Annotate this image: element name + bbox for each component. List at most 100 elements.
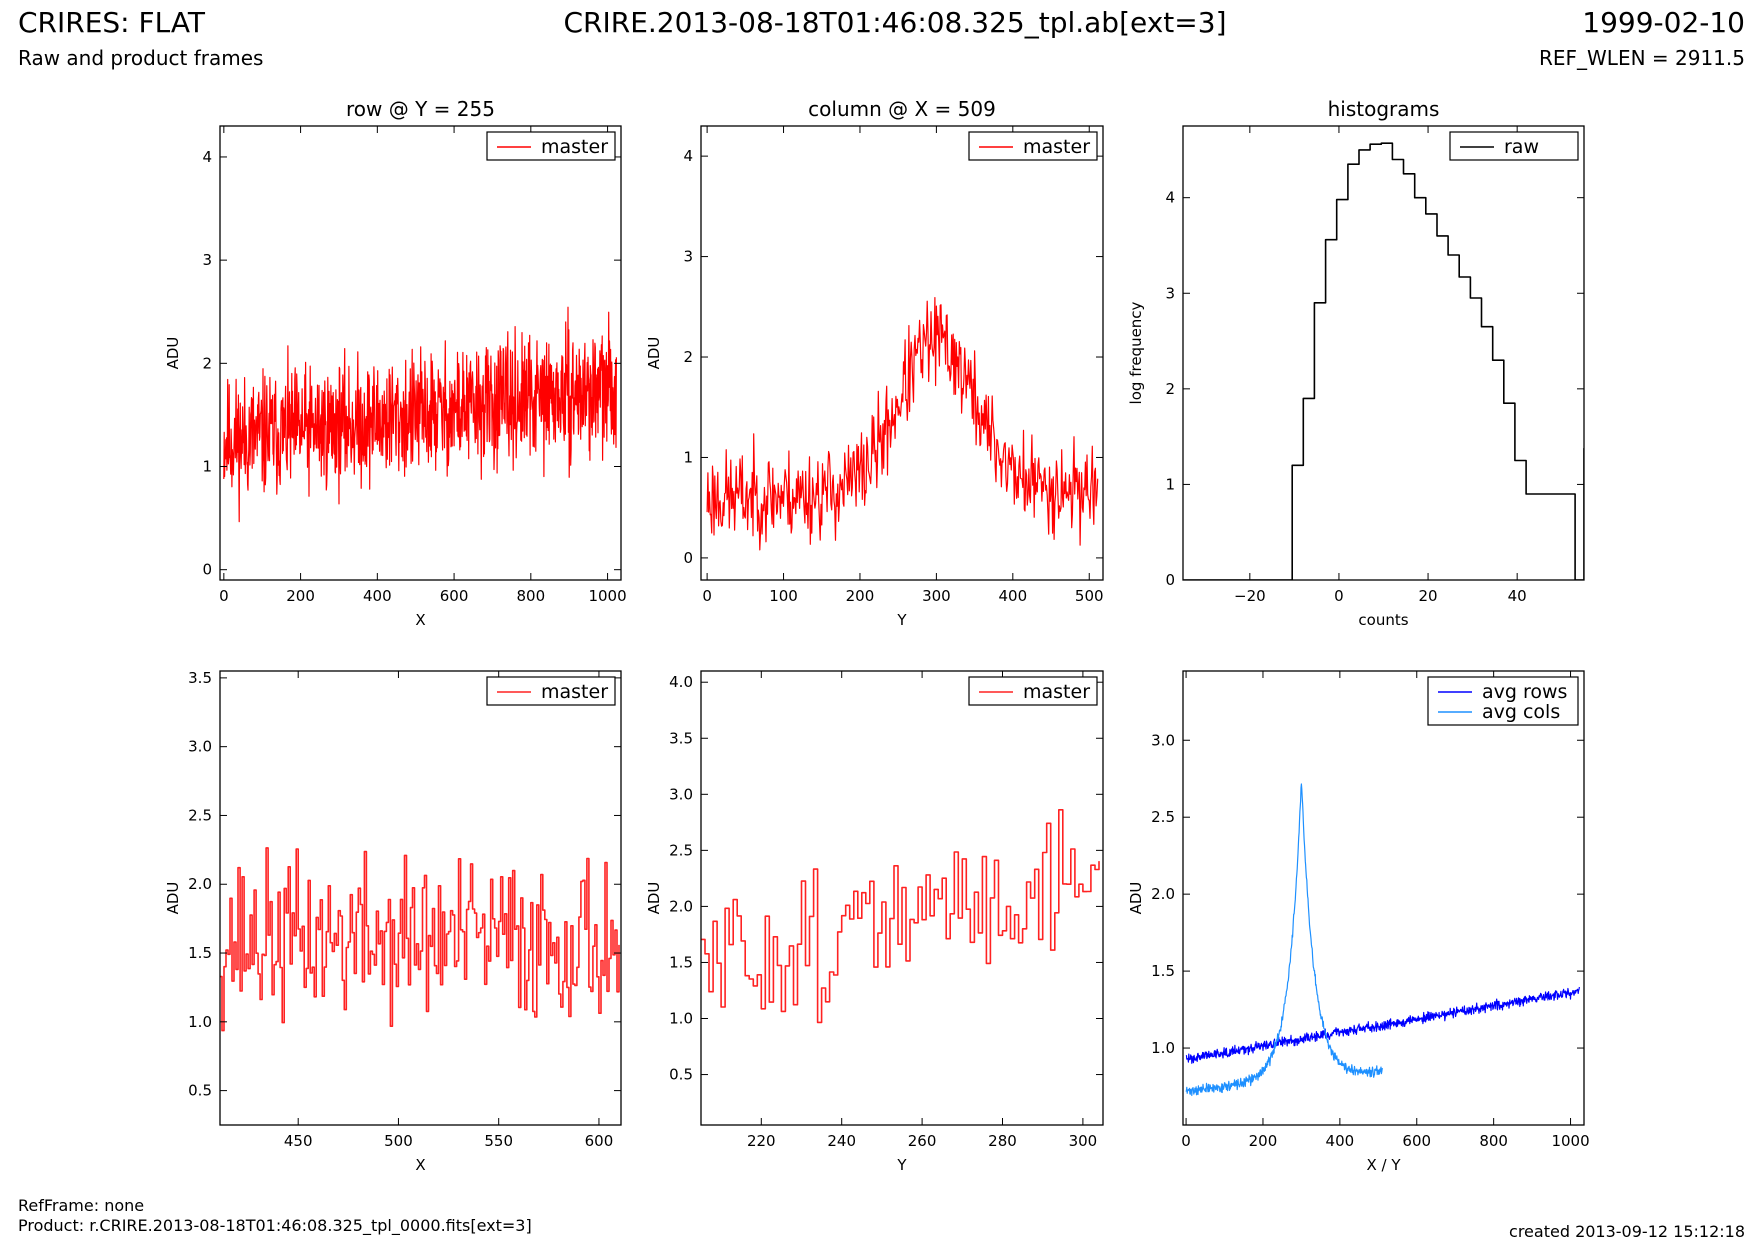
x-tick-label: 500: [384, 1132, 413, 1150]
legend-entry: master: [541, 681, 608, 703]
y-axis-label: log frequency: [1127, 301, 1145, 404]
legend-box: [1449, 131, 1579, 161]
x-axis-label: Y: [896, 611, 907, 629]
x-tick-label: −20: [1234, 587, 1266, 605]
chart-title: row @ Y = 255: [346, 97, 495, 121]
y-tick-label: 1: [1165, 475, 1175, 493]
x-tick-label: 400: [998, 587, 1027, 605]
chart-title: histograms: [1328, 97, 1440, 121]
x-tick-label: 300: [922, 587, 951, 605]
y-tick-label: 2.0: [1151, 885, 1175, 903]
x-tick-label: 500: [1075, 587, 1104, 605]
legend-box: [486, 131, 616, 161]
x-tick-label: 800: [1479, 1132, 1508, 1150]
legend: master: [486, 131, 616, 161]
y-tick-label: 2: [1165, 380, 1175, 398]
panel-avgs: 0 200 400 600 800 1000 1.0 1.5 2.0 2.5 3.0 X / Y ADU…: [1127, 670, 1590, 1174]
y-axis-label: ADU: [164, 882, 182, 915]
axes-frame: [219, 125, 622, 581]
legend-entry: avg rows: [1482, 681, 1567, 703]
panel-col_zoom: 220 240 260 280 300 0.5 1.0 1.5 2.0 2.5 3.0 3.5 4.0 Y…: [645, 670, 1104, 1174]
x-tick-label: 100: [769, 587, 798, 605]
panel-col_full: 0 100 200 300 400 500 0 1 2 3 4 column @ X = 509 Y AD…: [645, 97, 1104, 629]
y-tick-label: 4: [1165, 189, 1175, 207]
page-title: CRIRES: FLAT: [18, 6, 205, 39]
x-tick-label: 20: [1419, 587, 1438, 605]
plot-area: [701, 809, 1100, 1024]
legend-box: [968, 676, 1098, 706]
axes-frame: [700, 125, 1104, 581]
series-line-avg-rows: [1185, 986, 1580, 1064]
x-tick-label: 0: [1334, 587, 1344, 605]
panel-hist: −20 0 20 40 0 1 2 3 4 histograms counts log frequen…: [1127, 97, 1585, 629]
x-tick-label: 1000: [588, 587, 626, 605]
y-tick-label: 2.5: [1151, 808, 1175, 826]
y-tick-label: 0: [683, 549, 693, 567]
legend-box: [486, 676, 616, 706]
y-tick-label: 1.0: [669, 1010, 693, 1028]
series-line-master: [706, 297, 1099, 551]
y-tick-label: 3.5: [669, 729, 693, 747]
y-tick-label: 3.5: [188, 669, 212, 687]
x-tick-label: 600: [1402, 1132, 1431, 1150]
y-axis-label: ADU: [645, 337, 663, 370]
plot-area: [223, 306, 617, 523]
x-tick-label: 200: [1249, 1132, 1278, 1150]
x-tick-label: 800: [517, 587, 546, 605]
y-tick-label: 2.5: [669, 841, 693, 859]
chart-title: column @ X = 509: [808, 97, 996, 121]
y-tick-label: 0: [202, 561, 212, 579]
y-tick-label: 2: [202, 354, 212, 372]
axes-frame: [219, 670, 622, 1126]
axes-frame: [700, 670, 1104, 1126]
y-tick-label: 0.5: [188, 1082, 212, 1100]
legend: raw: [1449, 131, 1579, 161]
plot-area: [220, 847, 620, 1032]
legend-entry: master: [1023, 136, 1090, 158]
axes-frame: [1182, 670, 1585, 1126]
file-name: CRIRE.2013-08-18T01:46:08.325_tpl.ab[ext…: [563, 6, 1227, 39]
y-tick-label: 1.5: [188, 944, 212, 962]
plot-area: [1183, 142, 1584, 580]
series-line-avg-cols: [1185, 783, 1384, 1097]
series-line-master: [701, 809, 1100, 1024]
x-tick-label: 1000: [1551, 1132, 1589, 1150]
y-tick-label: 4.0: [669, 673, 693, 691]
series-line-master: [220, 847, 620, 1032]
x-tick-label: 550: [484, 1132, 513, 1150]
y-tick-label: 2.5: [188, 806, 212, 824]
x-tick-label: 450: [284, 1132, 313, 1150]
x-tick-label: 300: [1069, 1132, 1098, 1150]
x-tick-label: 200: [846, 587, 875, 605]
y-tick-label: 0: [1165, 571, 1175, 589]
axes-frame: [1182, 125, 1585, 581]
series-line-raw: [1183, 142, 1584, 580]
series-line-master: [223, 306, 617, 523]
y-tick-label: 0.5: [669, 1066, 693, 1084]
legend-entry: raw: [1504, 136, 1539, 158]
y-tick-label: 1.5: [1151, 962, 1175, 980]
y-tick-label: 3: [202, 251, 212, 269]
x-tick-label: 0: [1181, 1132, 1191, 1150]
refframe-label: RefFrame: none: [18, 1196, 145, 1215]
x-tick-label: 280: [988, 1132, 1017, 1150]
y-tick-label: 3: [683, 248, 693, 266]
y-tick-label: 2: [683, 348, 693, 366]
y-tick-label: 1.0: [1151, 1039, 1175, 1057]
y-tick-label: 1.0: [188, 1013, 212, 1031]
x-tick-label: 400: [1326, 1132, 1355, 1150]
y-tick-label: 4: [683, 147, 693, 165]
y-tick-label: 4: [202, 148, 212, 166]
legend: master: [968, 131, 1098, 161]
x-tick-label: 0: [702, 587, 712, 605]
legend-entry: avg cols: [1482, 701, 1560, 723]
x-axis-label: Y: [896, 1156, 907, 1174]
y-tick-label: 3.0: [1151, 731, 1175, 749]
legend: master: [486, 676, 616, 706]
legend: master: [968, 676, 1098, 706]
y-tick-label: 1.5: [669, 953, 693, 971]
y-tick-label: 3.0: [188, 738, 212, 756]
y-tick-label: 3: [1165, 284, 1175, 302]
